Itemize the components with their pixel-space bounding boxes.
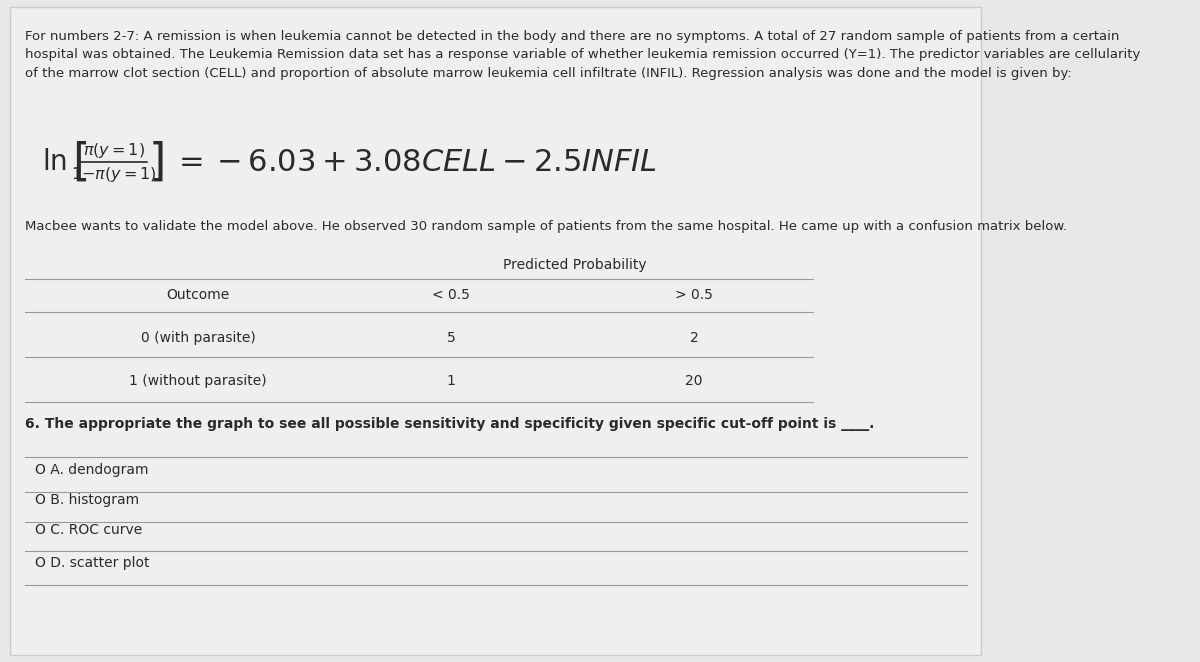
- Text: For numbers 2-7: A remission is when leukemia cannot be detected in the body and: For numbers 2-7: A remission is when leu…: [25, 30, 1140, 80]
- Text: $= -6.03 + 3.08CELL - 2.5INFIL$: $= -6.03 + 3.08CELL - 2.5INFIL$: [174, 148, 658, 177]
- Text: $\pi(y{=}1)$: $\pi(y{=}1)$: [83, 141, 145, 160]
- Text: $1{-}\pi(y{=}1)$: $1{-}\pi(y{=}1)$: [71, 165, 157, 183]
- Text: 1 (without parasite): 1 (without parasite): [130, 373, 268, 388]
- Text: O D. scatter plot: O D. scatter plot: [35, 555, 149, 570]
- Text: $\ln$: $\ln$: [42, 148, 67, 176]
- Text: [: [: [72, 141, 90, 183]
- Text: Predicted Probability: Predicted Probability: [503, 258, 647, 272]
- Text: 2: 2: [690, 330, 698, 345]
- Text: 1: 1: [446, 373, 456, 388]
- Text: 20: 20: [685, 373, 703, 388]
- Text: Macbee wants to validate the model above. He observed 30 random sample of patien: Macbee wants to validate the model above…: [25, 220, 1067, 233]
- Text: 6. The appropriate the graph to see all possible sensitivity and specificity giv: 6. The appropriate the graph to see all …: [25, 417, 874, 431]
- Text: > 0.5: > 0.5: [676, 287, 713, 302]
- Text: < 0.5: < 0.5: [432, 287, 470, 302]
- Text: 0 (with parasite): 0 (with parasite): [140, 330, 256, 345]
- Text: 5: 5: [446, 330, 456, 345]
- Text: O B. histogram: O B. histogram: [35, 493, 139, 507]
- Text: Outcome: Outcome: [167, 287, 230, 302]
- FancyBboxPatch shape: [10, 7, 982, 655]
- Text: ]: ]: [149, 141, 166, 183]
- Text: O A. dendogram: O A. dendogram: [35, 463, 148, 477]
- Text: O C. ROC curve: O C. ROC curve: [35, 522, 142, 537]
